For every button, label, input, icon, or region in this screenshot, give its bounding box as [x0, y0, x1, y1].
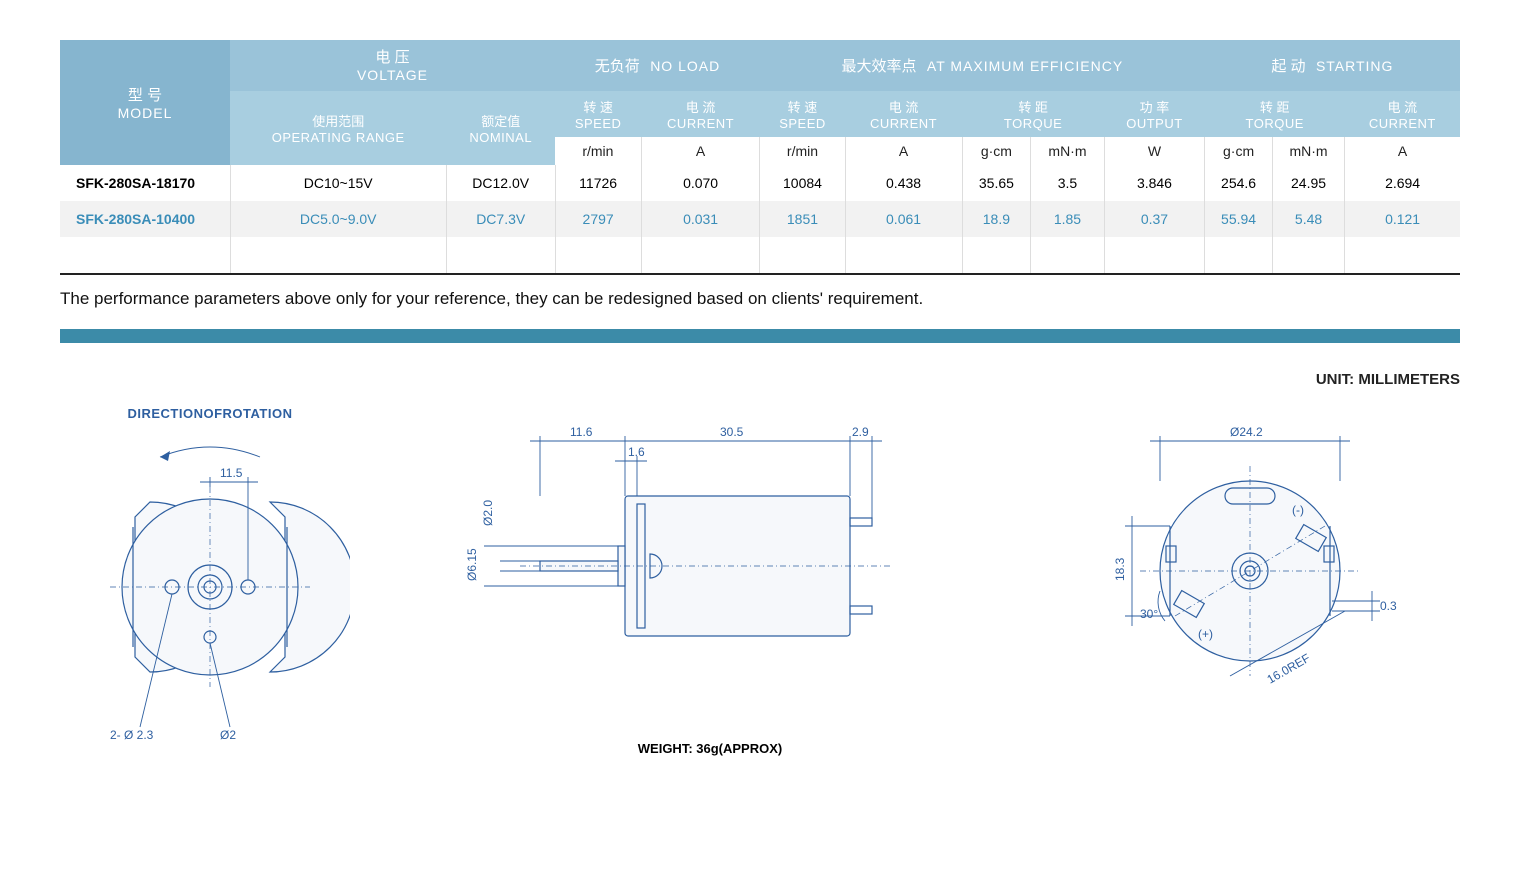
- header-st-torque: 转 距 TORQUE: [1205, 91, 1345, 137]
- table-cell: [962, 237, 1031, 274]
- header-maxeff: 最大效率点 AT MAXIMUM EFFICIENCY: [760, 40, 1205, 91]
- header-nl-speed: 转 速 SPEED: [555, 91, 641, 137]
- diagrams-container: DIRECTIONOFROTATION 11.5: [60, 406, 1460, 756]
- table-cell: [446, 237, 555, 274]
- table-cell: 1851: [760, 201, 845, 237]
- table-cell: 0.121: [1345, 201, 1460, 237]
- table-cell: 254.6: [1205, 165, 1273, 201]
- table-cell: [1205, 237, 1273, 274]
- unit-mnm2: mN·m: [1272, 137, 1344, 165]
- table-cell: SFK-280SA-18170: [60, 165, 230, 201]
- diagram-front: DIRECTIONOFROTATION 11.5: [70, 406, 350, 752]
- footnote: The performance parameters above only fo…: [60, 289, 1460, 309]
- header-me-output: 功 率 OUTPUT: [1104, 91, 1205, 137]
- table-row: SFK-280SA-18170DC10~15VDC12.0V117260.070…: [60, 165, 1460, 201]
- weight-label: WEIGHT: 36g(APPROX): [450, 741, 970, 756]
- table-row-blank: [60, 237, 1460, 274]
- table-cell: DC7.3V: [446, 201, 555, 237]
- table-cell: [1104, 237, 1205, 274]
- table-cell: 0.070: [641, 165, 760, 201]
- table-header: 型 号 MODEL 电 压 VOLTAGE 无负荷 NO LOAD 最大效率点 …: [60, 40, 1460, 165]
- unit-current: A: [641, 137, 760, 165]
- table-cell: DC10~15V: [230, 165, 446, 201]
- table-cell: 3.5: [1031, 165, 1104, 201]
- table-cell: [1272, 237, 1344, 274]
- dim-side-shaft-d: Ø2.0: [481, 500, 495, 526]
- unit-speed: r/min: [555, 137, 641, 165]
- dim-side-step: 1.6: [628, 445, 645, 459]
- unit-label: UNIT: MILLIMETERS: [60, 371, 1460, 388]
- table-cell: 0.031: [641, 201, 760, 237]
- polarity-neg: (-): [1292, 503, 1304, 517]
- table-cell: [845, 237, 962, 274]
- unit-speed2: r/min: [760, 137, 845, 165]
- dim-front-center: Ø2: [220, 728, 236, 742]
- table-cell: 0.061: [845, 201, 962, 237]
- spec-table: 型 号 MODEL 电 压 VOLTAGE 无负荷 NO LOAD 最大效率点 …: [60, 40, 1460, 275]
- table-cell: [230, 237, 446, 274]
- header-nominal: 额定值 NOMINAL: [446, 91, 555, 165]
- diagram-side: 11.6 30.5 2.9 1.6 Ø2.0 Ø6.15: [450, 406, 970, 756]
- table-cell: [60, 237, 230, 274]
- table-cell: 35.65: [962, 165, 1031, 201]
- table-cell: 2.694: [1345, 165, 1460, 201]
- table-cell: 0.37: [1104, 201, 1205, 237]
- dim-front-top: 11.5: [220, 466, 243, 480]
- unit-current3: A: [1345, 137, 1460, 165]
- diagram-side-svg: 11.6 30.5 2.9 1.6 Ø2.0 Ø6.15: [450, 406, 970, 726]
- dim-rear-height: 18.3: [1113, 557, 1127, 581]
- table-cell: 3.846: [1104, 165, 1205, 201]
- direction-label: DIRECTIONOFROTATION: [70, 406, 350, 421]
- table-cell: [555, 237, 641, 274]
- unit-gcm: g·cm: [962, 137, 1031, 165]
- table-cell: SFK-280SA-10400: [60, 201, 230, 237]
- header-nl-current: 电 流 CURRENT: [641, 91, 760, 137]
- dim-side-boss-d: Ø6.15: [465, 548, 479, 581]
- diagram-rear: Ø24.2 (-) (+): [1070, 406, 1450, 751]
- diagram-rear-svg: Ø24.2 (-) (+): [1070, 406, 1450, 746]
- table-cell: 0.438: [845, 165, 962, 201]
- header-me-speed: 转 速 SPEED: [760, 91, 845, 137]
- header-oprange: 使用范围 OPERATING RANGE: [230, 91, 446, 165]
- table-cell: 11726: [555, 165, 641, 201]
- unit-mnm: mN·m: [1031, 137, 1104, 165]
- unit-gcm2: g·cm: [1205, 137, 1273, 165]
- header-model: 型 号 MODEL: [60, 40, 230, 165]
- table-cell: 2797: [555, 201, 641, 237]
- header-noload: 无负荷 NO LOAD: [555, 40, 760, 91]
- table-cell: 18.9: [962, 201, 1031, 237]
- table-body: SFK-280SA-18170DC10~15VDC12.0V117260.070…: [60, 165, 1460, 274]
- table-cell: 1.85: [1031, 201, 1104, 237]
- header-model-cn: 型 号: [64, 84, 226, 105]
- table-cell: [1031, 237, 1104, 274]
- header-voltage: 电 压 VOLTAGE: [230, 40, 555, 91]
- table-cell: DC12.0V: [446, 165, 555, 201]
- diagram-front-svg: 11.5 2- Ø 2.3 Ø2: [70, 427, 350, 747]
- table-row: SFK-280SA-10400DC5.0~9.0VDC7.3V27970.031…: [60, 201, 1460, 237]
- table-cell: [760, 237, 845, 274]
- unit-current2: A: [845, 137, 962, 165]
- table-cell: DC5.0~9.0V: [230, 201, 446, 237]
- polarity-pos: (+): [1198, 627, 1213, 641]
- dim-front-hole: 2- Ø 2.3: [110, 728, 154, 742]
- dim-rear-angle: 30°: [1140, 607, 1158, 621]
- table-cell: 10084: [760, 165, 845, 201]
- table-cell: [641, 237, 760, 274]
- table-cell: 24.95: [1272, 165, 1344, 201]
- unit-w: W: [1104, 137, 1205, 165]
- dim-rear-offset: 0.3: [1380, 599, 1397, 613]
- header-me-torque: 转 距 TORQUE: [962, 91, 1104, 137]
- table-cell: 55.94: [1205, 201, 1273, 237]
- header-model-en: MODEL: [64, 105, 226, 121]
- dim-side-body: 30.5: [720, 425, 744, 439]
- header-st-current: 电 流 CURRENT: [1345, 91, 1460, 137]
- dim-side-shaft: 11.6: [570, 425, 593, 439]
- header-starting: 起 动 STARTING: [1205, 40, 1460, 91]
- table-cell: [1345, 237, 1460, 274]
- header-me-current: 电 流 CURRENT: [845, 91, 962, 137]
- dim-rear-dia: Ø24.2: [1230, 425, 1263, 439]
- table-cell: 5.48: [1272, 201, 1344, 237]
- divider-bar: [60, 329, 1460, 343]
- dim-side-term: 2.9: [852, 425, 869, 439]
